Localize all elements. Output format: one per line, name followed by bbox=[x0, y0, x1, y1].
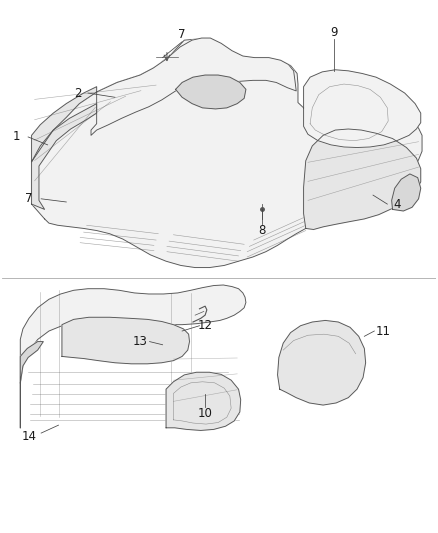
Polygon shape bbox=[32, 39, 422, 268]
Polygon shape bbox=[62, 317, 190, 364]
Polygon shape bbox=[304, 129, 421, 230]
Text: 9: 9 bbox=[330, 26, 338, 39]
Text: 4: 4 bbox=[393, 198, 401, 211]
Polygon shape bbox=[304, 70, 421, 148]
Text: 7: 7 bbox=[178, 28, 186, 42]
Polygon shape bbox=[20, 342, 43, 383]
Text: 13: 13 bbox=[133, 335, 148, 348]
Polygon shape bbox=[392, 174, 421, 211]
Text: 7: 7 bbox=[25, 192, 33, 205]
Polygon shape bbox=[32, 103, 97, 209]
Text: 11: 11 bbox=[375, 325, 391, 337]
Polygon shape bbox=[32, 87, 97, 162]
Text: 12: 12 bbox=[198, 319, 212, 332]
Text: 10: 10 bbox=[198, 407, 212, 420]
Polygon shape bbox=[278, 320, 366, 405]
Polygon shape bbox=[91, 38, 296, 135]
Polygon shape bbox=[20, 285, 246, 428]
Polygon shape bbox=[166, 372, 241, 431]
Text: 14: 14 bbox=[21, 430, 36, 443]
Text: 8: 8 bbox=[258, 224, 265, 237]
Polygon shape bbox=[176, 75, 246, 109]
Text: 1: 1 bbox=[12, 131, 20, 143]
Text: 2: 2 bbox=[74, 86, 82, 100]
